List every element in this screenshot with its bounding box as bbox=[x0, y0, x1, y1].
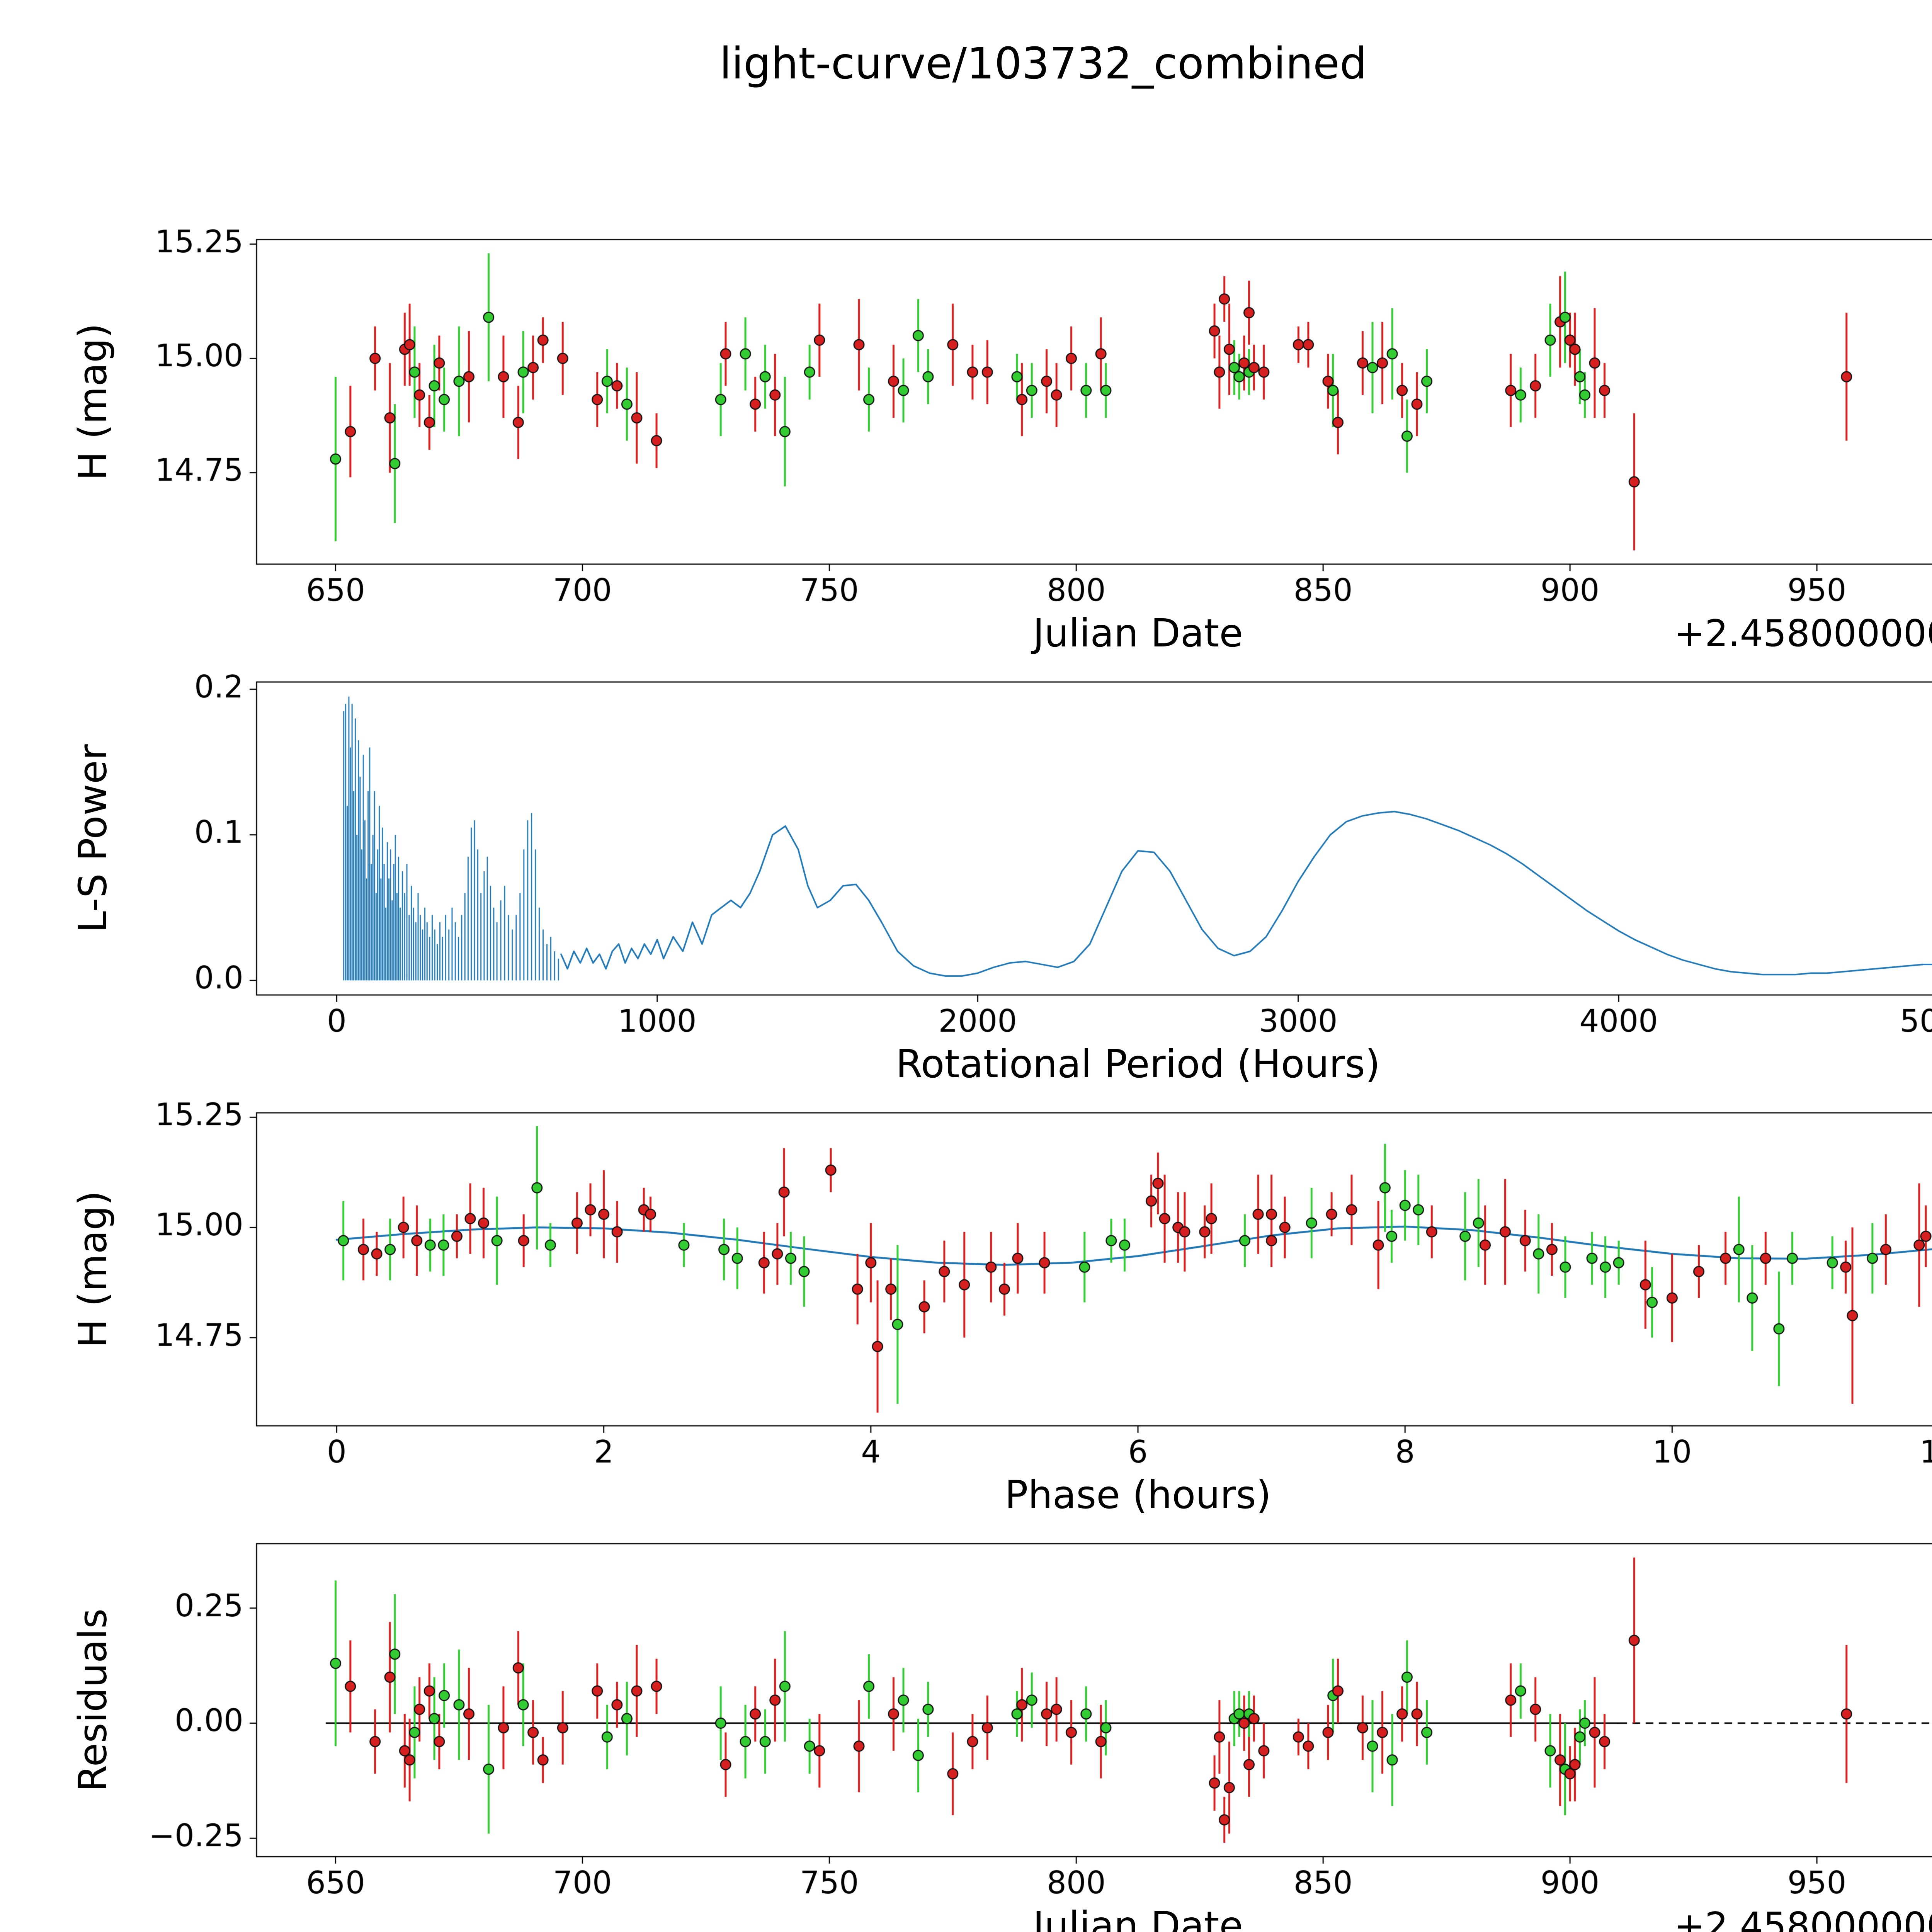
panel-phased-lightcurve bbox=[257, 1113, 1932, 1426]
panel-residuals bbox=[257, 1544, 1932, 1857]
panel1-x-axis-label: Julian Date bbox=[1033, 611, 1243, 656]
panel-periodogram bbox=[257, 682, 1932, 995]
panel4-x-axis-label: Julian Date bbox=[1033, 1903, 1243, 1932]
panel2-y-axis-label: L-S Power bbox=[70, 744, 116, 933]
panel4-y-axis-label: Residuals bbox=[70, 1608, 116, 1792]
panel2-x-axis-label: Rotational Period (Hours) bbox=[896, 1041, 1380, 1087]
panel1-y-axis-label: H (mag) bbox=[70, 323, 116, 481]
panel-lightcurve-jd bbox=[257, 240, 1932, 564]
panel1-x-offset-text: +2.4580000000e6 bbox=[1674, 612, 1932, 655]
panel3-x-axis-label: Phase (hours) bbox=[1005, 1472, 1271, 1517]
panel3-y-axis-label: H (mag) bbox=[70, 1190, 116, 1348]
panel4-x-offset-text: +2.4580000000e6 bbox=[1674, 1905, 1932, 1932]
figure-title: light-curve/103732_combined bbox=[719, 39, 1367, 89]
